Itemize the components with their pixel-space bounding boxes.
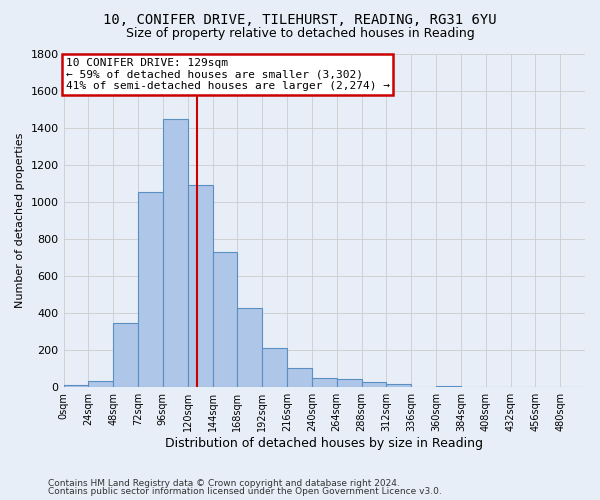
Bar (163, 119, 188, 388)
Text: 10 CONIFER DRIVE: 129sqm
← 59% of detached houses are smaller (3,302)
41% of sem: 10 CONIFER DRIVE: 129sqm ← 59% of detach… (65, 58, 389, 91)
Bar (238, 308, 262, 388)
Bar (287, 368, 312, 388)
Bar (337, 379, 362, 388)
Y-axis label: Number of detached properties: Number of detached properties (15, 133, 25, 308)
Text: Contains HM Land Registry data © Crown copyright and database right 2024.: Contains HM Land Registry data © Crown c… (48, 478, 400, 488)
Bar (64, 386, 88, 388)
Bar (212, 252, 238, 388)
Bar (138, 192, 163, 388)
Bar (312, 378, 337, 388)
Bar (386, 384, 411, 388)
X-axis label: Distribution of detached houses by size in Reading: Distribution of detached houses by size … (165, 437, 483, 450)
Bar (113, 322, 138, 388)
Bar (188, 184, 212, 388)
Bar (362, 382, 386, 388)
Text: Size of property relative to detached houses in Reading: Size of property relative to detached ho… (125, 28, 475, 40)
Text: 10, CONIFER DRIVE, TILEHURST, READING, RG31 6YU: 10, CONIFER DRIVE, TILEHURST, READING, R… (103, 12, 497, 26)
Bar (88, 381, 113, 388)
Text: Contains public sector information licensed under the Open Government Licence v3: Contains public sector information licen… (48, 487, 442, 496)
Bar (262, 348, 287, 388)
Bar (436, 386, 461, 388)
